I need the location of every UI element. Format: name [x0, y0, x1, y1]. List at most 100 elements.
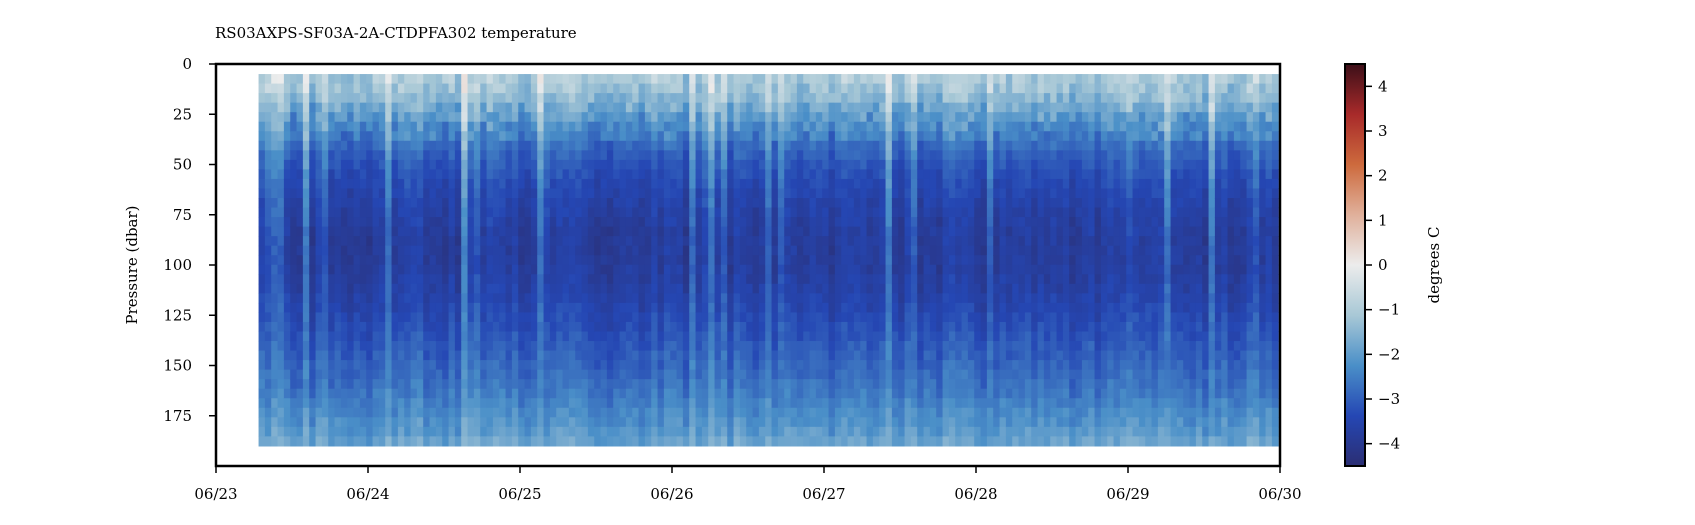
heatmap-cell [676, 350, 684, 361]
heatmap-cell [613, 255, 621, 266]
heatmap-cell [1037, 159, 1045, 170]
heatmap-cell [752, 207, 760, 218]
heatmap-cell [967, 217, 975, 228]
heatmap-cell [727, 150, 735, 161]
heatmap-cell [315, 283, 323, 294]
heatmap-cell [701, 341, 709, 352]
heatmap-cell [822, 388, 830, 399]
heatmap-cell [948, 188, 956, 199]
heatmap-cell [518, 188, 526, 199]
heatmap-cell [302, 178, 310, 190]
heatmap-cell [372, 83, 380, 94]
heatmap-cell [1024, 150, 1032, 161]
heatmap-cell [334, 350, 342, 361]
heatmap-cell [752, 245, 760, 256]
heatmap-cell [999, 274, 1007, 285]
heatmap-cell [923, 379, 931, 390]
heatmap-cell [708, 236, 716, 247]
heatmap-cell [701, 121, 709, 132]
heatmap-cell [777, 140, 785, 151]
heatmap-cell [1043, 407, 1051, 418]
heatmap-cell [999, 360, 1007, 371]
heatmap-cell [847, 245, 855, 256]
heatmap-cell [1024, 198, 1032, 209]
heatmap-cell [853, 398, 861, 409]
heatmap-cell [1018, 302, 1026, 314]
heatmap-cell [809, 283, 817, 294]
heatmap-cell [549, 140, 557, 151]
heatmap-cell [993, 236, 1001, 247]
heatmap-cell [657, 150, 665, 161]
heatmap-cell [594, 312, 602, 323]
heatmap-cell [328, 321, 336, 333]
heatmap-cell [543, 255, 551, 266]
heatmap-cell [1031, 207, 1039, 218]
heatmap-cell [461, 312, 469, 323]
heatmap-cell [1037, 83, 1045, 94]
heatmap-cell [562, 226, 570, 237]
heatmap-cell [942, 350, 950, 361]
heatmap-cell [480, 169, 488, 180]
heatmap-cell [1024, 102, 1032, 113]
heatmap-cell [670, 312, 678, 323]
heatmap-cell [372, 341, 380, 352]
heatmap-cell [385, 283, 393, 294]
heatmap-cell [695, 178, 703, 190]
heatmap-cell [720, 102, 728, 113]
heatmap-cell [885, 159, 893, 170]
heatmap-cell [822, 83, 830, 94]
heatmap-cell [1031, 112, 1039, 123]
heatmap-cell [518, 293, 526, 304]
heatmap-cell [980, 331, 988, 342]
heatmap-cell [663, 417, 671, 428]
heatmap-cell [689, 388, 697, 399]
heatmap-cell [359, 217, 367, 228]
heatmap-cell [366, 217, 374, 228]
heatmap-cell [619, 407, 627, 418]
heatmap-cell [309, 369, 317, 380]
heatmap-cell [486, 426, 494, 437]
heatmap-cell [575, 388, 583, 399]
heatmap-cell [986, 331, 994, 342]
heatmap-cell [1012, 178, 1020, 190]
heatmap-cell [923, 302, 931, 314]
heatmap-cell [543, 369, 551, 380]
heatmap-cell [917, 341, 925, 352]
heatmap-cell [353, 93, 361, 104]
heatmap-cell [701, 140, 709, 151]
heatmap-cell [670, 188, 678, 199]
heatmap-cell [695, 388, 703, 399]
heatmap-cell [841, 360, 849, 371]
heatmap-cell [765, 331, 773, 342]
heatmap-cell [809, 150, 817, 161]
heatmap-cell [904, 83, 912, 94]
heatmap-cell [727, 388, 735, 399]
heatmap-cell [980, 255, 988, 266]
heatmap-cell [739, 274, 747, 285]
heatmap-cell [1005, 150, 1013, 161]
heatmap-cell [682, 341, 690, 352]
heatmap-cell [271, 93, 279, 104]
heatmap-cell [872, 159, 880, 170]
heatmap-cell [410, 245, 418, 256]
heatmap-cell [277, 426, 285, 437]
heatmap-cell [733, 350, 741, 361]
heatmap-cell [359, 121, 367, 132]
heatmap-cell [492, 274, 500, 285]
heatmap-cell [765, 131, 773, 142]
heatmap-cell [822, 417, 830, 428]
heatmap-cell [708, 131, 716, 142]
heatmap-cell [879, 274, 887, 285]
heatmap-cell [613, 188, 621, 199]
heatmap-cell [391, 331, 399, 342]
heatmap-cell [404, 398, 412, 409]
heatmap-cell [828, 236, 836, 247]
heatmap-cell [1031, 74, 1039, 85]
heatmap-cell [575, 436, 583, 447]
heatmap-cell [321, 226, 329, 237]
heatmap-cell [347, 398, 355, 409]
heatmap-cell [461, 283, 469, 294]
heatmap-cell [334, 321, 342, 333]
heatmap-cell [423, 159, 431, 170]
heatmap-cell [625, 321, 633, 333]
